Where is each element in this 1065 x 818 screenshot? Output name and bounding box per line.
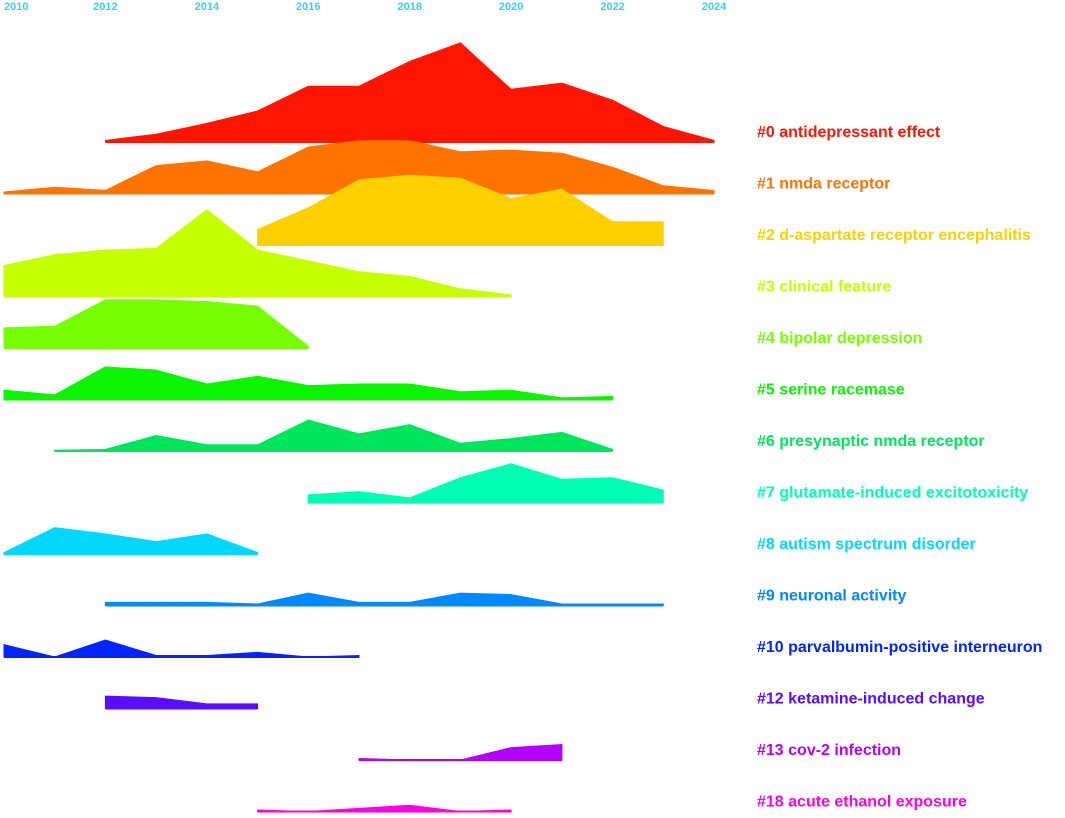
x-tick-label-2016: 2016 [296,1,320,13]
cluster-label-13: #18 acute ethanol exposure [757,794,967,811]
x-tick-label-2012: 2012 [93,1,117,13]
cluster-area-9 [104,592,664,606]
cluster-label-1: #1 nmda receptor [757,176,890,193]
cluster-area-0 [104,42,715,143]
cluster-area-10 [3,639,360,658]
x-tick-label-2022: 2022 [600,1,624,13]
cluster-label-9: #9 neuronal activity [757,588,906,605]
cluster-label-7: #7 glutamate-induced excitotoxicity [757,485,1028,502]
cluster-label-0: #0 antidepressant effect [757,124,941,141]
cluster-area-6 [54,419,614,452]
cluster-label-4: #4 bipolar depression [757,330,922,347]
x-tick-label-2014: 2014 [195,1,220,13]
cluster-area-12 [358,743,563,761]
cluster-label-11: #12 ketamine-induced change [757,691,985,708]
x-tick-label-2010: 2010 [4,1,28,13]
cluster-labels: #0 antidepressant effect #1 nmda receptor… [757,124,1042,811]
cluster-areas [3,42,715,813]
cluster-label-2: #2 d-aspartate receptor encephalitis [757,227,1031,244]
year-axis: 2010 2012 2014 2016 2018 2020 2022 2024 [4,1,727,13]
cluster-area-11 [104,695,259,709]
cluster-area-1 [3,140,715,194]
cluster-label-10: #10 parvalbumin-positive interneuron [757,639,1042,656]
cluster-area-4 [3,299,309,349]
cluster-label-3: #3 clinical feature [757,279,891,296]
cluster-label-8: #8 autism spectrum disorder [757,536,976,553]
x-tick-label-2020: 2020 [499,1,523,13]
cluster-area-7 [307,463,664,503]
cluster-area-5 [3,366,614,400]
cluster-area-8 [3,527,259,555]
cluster-area-3 [3,209,512,297]
x-tick-label-2024: 2024 [702,1,727,13]
cluster-area-2 [257,174,664,246]
x-tick-label-2018: 2018 [397,1,421,13]
cluster-label-5: #5 serine racemase [757,382,905,399]
cluster-label-6: #6 presynaptic nmda receptor [757,433,985,450]
cluster-label-12: #13 cov-2 infection [757,742,901,759]
